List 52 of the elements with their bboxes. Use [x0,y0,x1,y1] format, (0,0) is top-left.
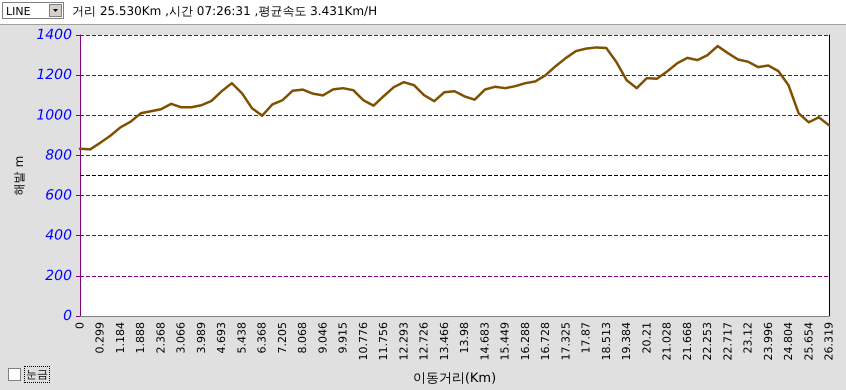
x-tick-label: 0.299 [94,322,107,354]
x-tick-label: 9.046 [316,322,330,354]
y-tick-label: 200 [45,268,72,284]
x-tick-label: 17.87 [580,322,593,354]
x-tick-label: 20.21 [640,322,654,354]
x-tick-label: 14.683 [478,322,492,360]
x-tick-label: 16.288 [518,322,532,360]
chart-title: 거리 25.530Km ,시간 07:26:31 ,평균속도 3.431Km/H [72,3,378,20]
x-tick-label: 4.693 [215,322,228,354]
y-tick-label: 600 [45,188,72,204]
y-tick-label: 1200 [36,67,72,84]
x-tick-label: 5.438 [235,322,248,354]
x-tick-label: 24.804 [782,322,796,360]
y-tick-label: 0 [63,308,72,324]
x-tick-label: 0 [74,322,86,329]
x-tick-label: 13.466 [438,322,451,360]
text: 눈금 [24,366,50,383]
x-tick-label: 3.989 [194,322,208,354]
x-tick-label: 1.888 [134,322,148,354]
x-tick-label: 23.12 [742,322,755,354]
x-tick-label: 11.756 [377,322,390,360]
y-axis-title: 해발 m [12,156,26,196]
x-tick-label: 26.319 [822,322,836,360]
x-tick-label: 8.068 [296,322,310,354]
x-tick-label: 6.368 [256,322,269,354]
y-tick-label: 1000 [36,107,72,124]
line-series [78,44,830,151]
x-tick-label: 3.066 [174,322,188,354]
x-tick-label: 15.449 [498,322,512,360]
x-tick-label: 17.325 [559,322,572,360]
x-tick-label: 25.654 [802,322,816,360]
x-tick-label: 9.915 [336,322,350,354]
x-tick-label: 2.368 [154,322,168,354]
y-tick-label: 1400 [36,27,72,43]
x-tick-label: 23.996 [762,322,775,360]
x-tick-label: 18.513 [600,322,613,360]
x-tick-label: 10.776 [356,322,370,360]
y-tick-label: 800 [45,147,72,164]
x-tick-label: 7.205 [276,322,289,354]
y-tick-label: 400 [45,228,72,244]
x-tick-label: 13.98 [458,322,472,354]
x-tick-label: 12.293 [397,322,410,360]
x-axis-title: 이동거리(Km) [412,371,496,386]
x-tick-label: 21.668 [680,322,694,360]
x-tick-label: 1.184 [114,322,127,354]
x-tick-label: 19.384 [620,322,634,360]
x-tick-label: 22.717 [721,322,734,360]
x-tick-label: 21.028 [660,322,674,360]
x-tick-label: 12.726 [418,322,431,360]
dropdown: LINE [2,2,64,19]
x-tick-label: 16.728 [539,322,552,360]
x-tick-label: 22.253 [701,322,714,360]
